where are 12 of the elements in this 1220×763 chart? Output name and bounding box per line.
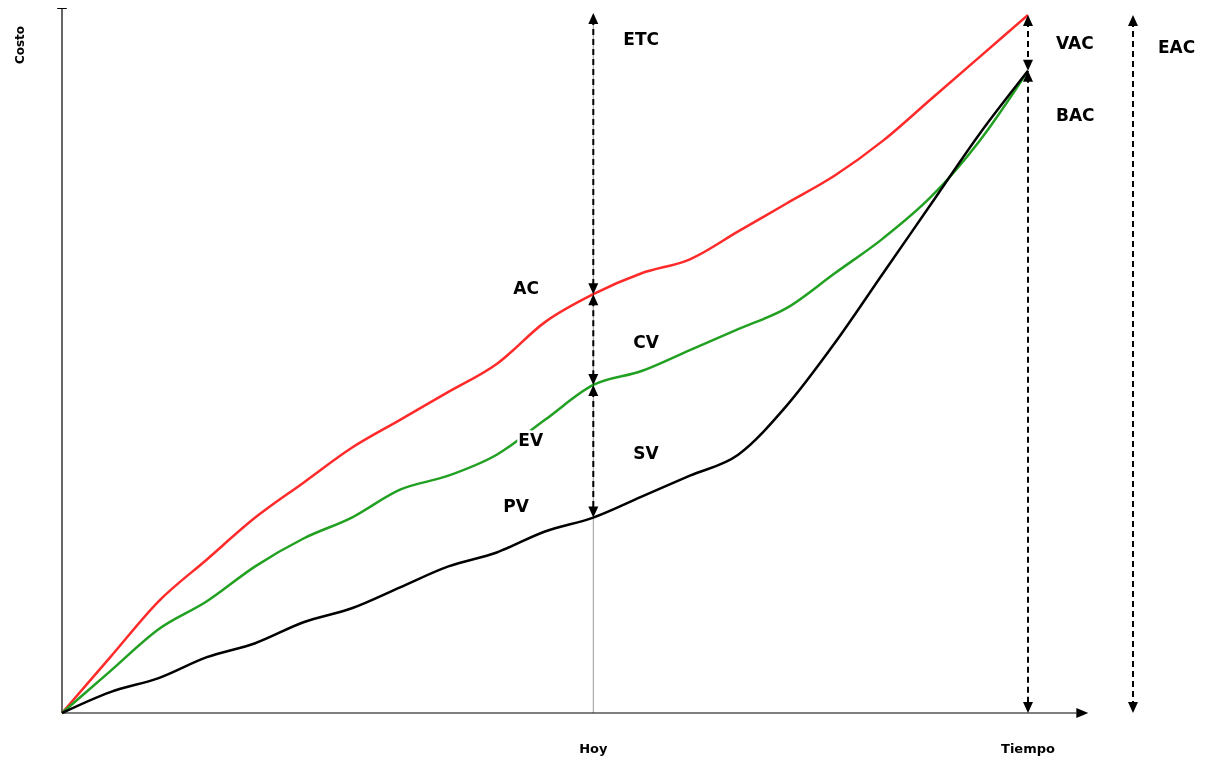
- annotation: ETC: [623, 29, 659, 49]
- annotation: VAC: [1056, 32, 1094, 53]
- annotation: BAC: [1056, 104, 1095, 125]
- series-label: PV: [503, 495, 530, 516]
- y-axis-title: Costo: [13, 25, 27, 65]
- series-label: EV: [518, 429, 544, 450]
- text: EAC: [1158, 37, 1196, 57]
- annotation: SV: [633, 443, 660, 464]
- annotation: CV: [633, 331, 660, 352]
- series-label: AC: [513, 278, 539, 299]
- x-tick-label: Hoy: [579, 741, 608, 756]
- x-tick-label: Tiempo: [1001, 741, 1056, 756]
